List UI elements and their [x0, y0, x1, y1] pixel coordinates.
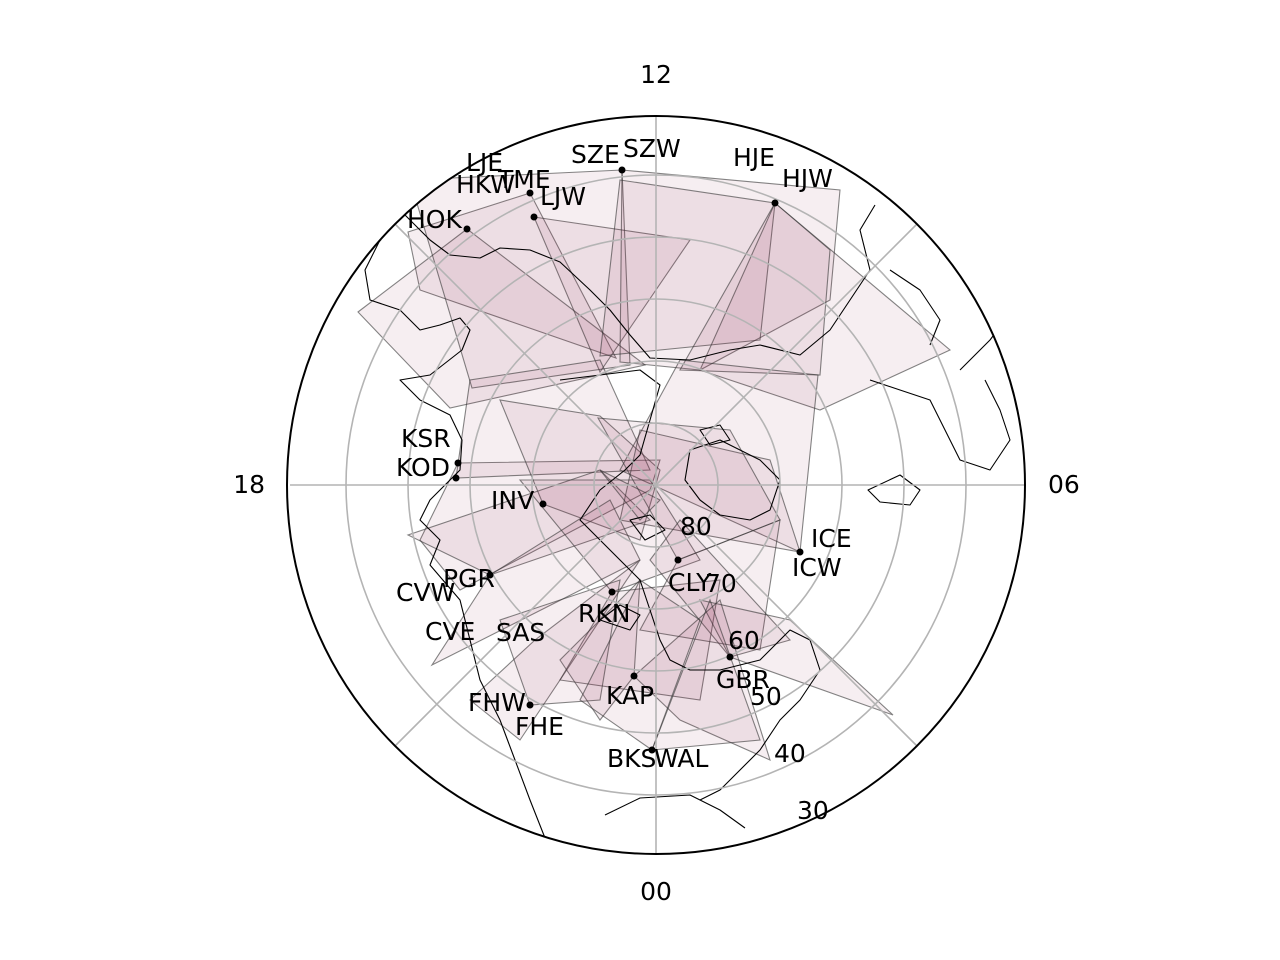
site-label-ice: ICE: [811, 524, 852, 553]
lat-label-60: 60: [728, 626, 760, 655]
site-label-cvw: CVW: [396, 578, 455, 607]
site-label-inv: INV: [491, 486, 534, 515]
mlt-labels: 12 06 00 18: [233, 60, 1080, 906]
mlt-label-18: 18: [233, 470, 265, 499]
site-label-fhw: FHW: [468, 688, 526, 717]
site-label-ksr: KSR: [401, 424, 451, 453]
site-label-lje: LJE: [466, 148, 503, 177]
site-label-hkw: HKW: [456, 170, 515, 199]
site-label-wal: WAL: [654, 744, 708, 773]
lat-label-40: 40: [774, 739, 806, 768]
site-label-hok: HOK: [407, 205, 462, 234]
site-label-gbr: GBR: [716, 665, 770, 694]
site-label-fhe: FHE: [515, 712, 564, 741]
site-label-hjw: HJW: [782, 164, 833, 193]
map-boundary: [286, 115, 1026, 855]
site-label-sas: SAS: [496, 618, 545, 647]
coordinate-grid: [290, 116, 1025, 854]
lat-label-70: 70: [705, 569, 737, 598]
site-label-pgr: PGR: [443, 564, 495, 593]
site-label-icw: ICW: [792, 553, 842, 582]
radar-site-labels: LJE HKW TME LJW HOK SZE SZW HJE HJW KSR …: [396, 134, 852, 773]
lat-label-30: 30: [797, 796, 829, 825]
site-label-tme: TME: [497, 165, 551, 194]
mlt-label-06: 06: [1048, 470, 1080, 499]
site-label-cly: CLY: [668, 568, 712, 597]
latitude-labels: 80 70 60 50 40 30: [680, 512, 829, 825]
lat-label-80: 80: [680, 512, 712, 541]
site-label-ljw: LJW: [540, 182, 586, 211]
site-label-cve: CVE: [425, 617, 475, 646]
site-label-sze: SZE: [571, 140, 620, 169]
mlt-label-00: 00: [640, 877, 672, 906]
radar-site-markers: [452, 166, 804, 754]
site-label-szw: SZW: [623, 134, 681, 163]
radar-fields-of-view: [357, 169, 952, 761]
site-label-kap: KAP: [606, 681, 654, 710]
site-label-rkn: RKN: [578, 599, 630, 628]
lat-label-50: 50: [750, 682, 782, 711]
site-label-kod: KOD: [396, 453, 450, 482]
site-label-hje: HJE: [733, 143, 775, 172]
mlt-label-12: 12: [640, 60, 672, 89]
site-label-bks: BKS: [607, 744, 656, 773]
